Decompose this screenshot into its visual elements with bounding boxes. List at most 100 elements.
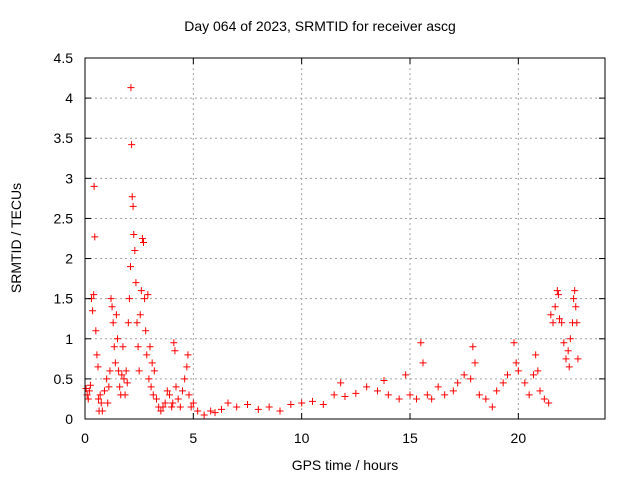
data-point xyxy=(84,395,92,403)
data-point xyxy=(105,383,113,391)
data-point xyxy=(107,295,115,303)
axis-ticks: 0 0.5 1 1.5 2 2.5 3 3.5 4 4.5 0 5 10 15 20 xyxy=(54,50,605,446)
data-point xyxy=(184,351,192,359)
data-point xyxy=(540,395,548,403)
data-point xyxy=(118,371,126,379)
data-point xyxy=(536,387,544,395)
data-point xyxy=(140,239,147,247)
data-point xyxy=(124,319,132,327)
data-point xyxy=(566,335,574,343)
x-axis-label: GPS time / hours xyxy=(291,457,399,473)
data-point xyxy=(460,371,468,379)
data-point xyxy=(141,295,149,303)
data-point xyxy=(265,403,273,411)
data-point xyxy=(121,391,129,399)
data-point xyxy=(176,403,184,411)
data-point xyxy=(94,395,102,403)
data-point xyxy=(98,407,106,415)
data-point xyxy=(166,391,173,399)
data-point xyxy=(482,395,490,403)
data-points xyxy=(82,84,582,419)
data-point xyxy=(449,387,457,395)
y-axis-label: SRMTID / TECUs xyxy=(8,182,24,294)
data-point xyxy=(488,403,496,411)
data-point xyxy=(159,403,167,411)
data-point xyxy=(395,395,403,403)
y-tick-label: 3.5 xyxy=(54,130,74,146)
data-point xyxy=(512,359,520,367)
data-point xyxy=(112,311,120,319)
data-point xyxy=(168,403,176,411)
data-point xyxy=(514,367,522,375)
data-point xyxy=(530,371,537,379)
plot-frame xyxy=(84,57,606,420)
data-point xyxy=(130,230,138,238)
data-point xyxy=(183,363,191,371)
data-point xyxy=(207,407,215,415)
data-point xyxy=(153,395,160,403)
chart-title: Day 064 of 2023, SRMTID for receiver asc… xyxy=(184,18,456,34)
data-point xyxy=(475,391,483,399)
data-point xyxy=(106,367,114,375)
data-point xyxy=(147,383,155,391)
data-point xyxy=(134,343,142,351)
data-point xyxy=(148,359,156,367)
data-point xyxy=(123,379,131,387)
data-point xyxy=(384,391,392,399)
data-point xyxy=(108,303,116,311)
data-point xyxy=(558,319,566,327)
data-point xyxy=(337,379,345,387)
data-point xyxy=(96,391,104,399)
data-point xyxy=(254,405,262,413)
data-point xyxy=(441,391,449,399)
y-tick-label: 4 xyxy=(65,90,73,106)
data-point xyxy=(428,395,436,403)
x-tick-label: 20 xyxy=(511,430,527,446)
data-point xyxy=(499,379,507,387)
data-point xyxy=(94,363,102,371)
data-point xyxy=(144,291,152,299)
data-point xyxy=(185,391,193,399)
data-point xyxy=(137,287,145,295)
data-point xyxy=(122,367,130,375)
data-point xyxy=(142,327,150,335)
data-point xyxy=(554,291,562,299)
data-point xyxy=(135,367,143,375)
data-point xyxy=(86,381,94,389)
data-point xyxy=(565,363,573,371)
data-point xyxy=(547,311,555,319)
data-point xyxy=(90,182,98,190)
data-point xyxy=(419,359,427,367)
data-point xyxy=(138,235,146,242)
data-point xyxy=(564,347,572,355)
data-point xyxy=(133,319,141,327)
data-point xyxy=(545,399,553,407)
data-point xyxy=(115,367,123,375)
data-point xyxy=(423,391,431,399)
data-point xyxy=(534,367,542,375)
data-point xyxy=(127,263,134,271)
grid-lines xyxy=(85,58,605,419)
y-tick-label: 2.5 xyxy=(54,210,74,226)
data-point xyxy=(187,403,195,411)
data-point xyxy=(380,376,388,384)
y-tick-label: 4.5 xyxy=(54,50,74,66)
data-point xyxy=(120,375,128,383)
data-point xyxy=(163,387,171,395)
data-point xyxy=(104,399,112,407)
data-point xyxy=(109,319,117,327)
data-point xyxy=(510,339,518,347)
data-point xyxy=(233,403,241,411)
data-point xyxy=(218,405,225,413)
data-point xyxy=(103,375,111,383)
data-point xyxy=(374,387,381,395)
data-point xyxy=(549,319,557,327)
data-point xyxy=(146,343,154,351)
data-point xyxy=(532,351,540,359)
data-point xyxy=(101,387,108,395)
x-tick-label: 15 xyxy=(402,430,418,446)
data-point xyxy=(571,287,579,295)
data-point xyxy=(471,359,479,367)
data-point xyxy=(469,343,477,351)
data-point xyxy=(116,383,124,391)
